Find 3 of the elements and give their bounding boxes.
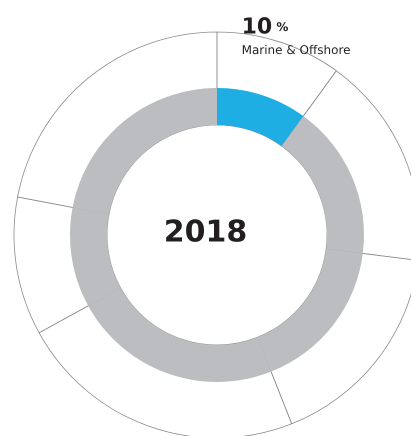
text: 2018: [164, 214, 248, 250]
slice-label: Marine & Offshore: [242, 43, 351, 58]
data-label: 10%: [242, 14, 288, 40]
